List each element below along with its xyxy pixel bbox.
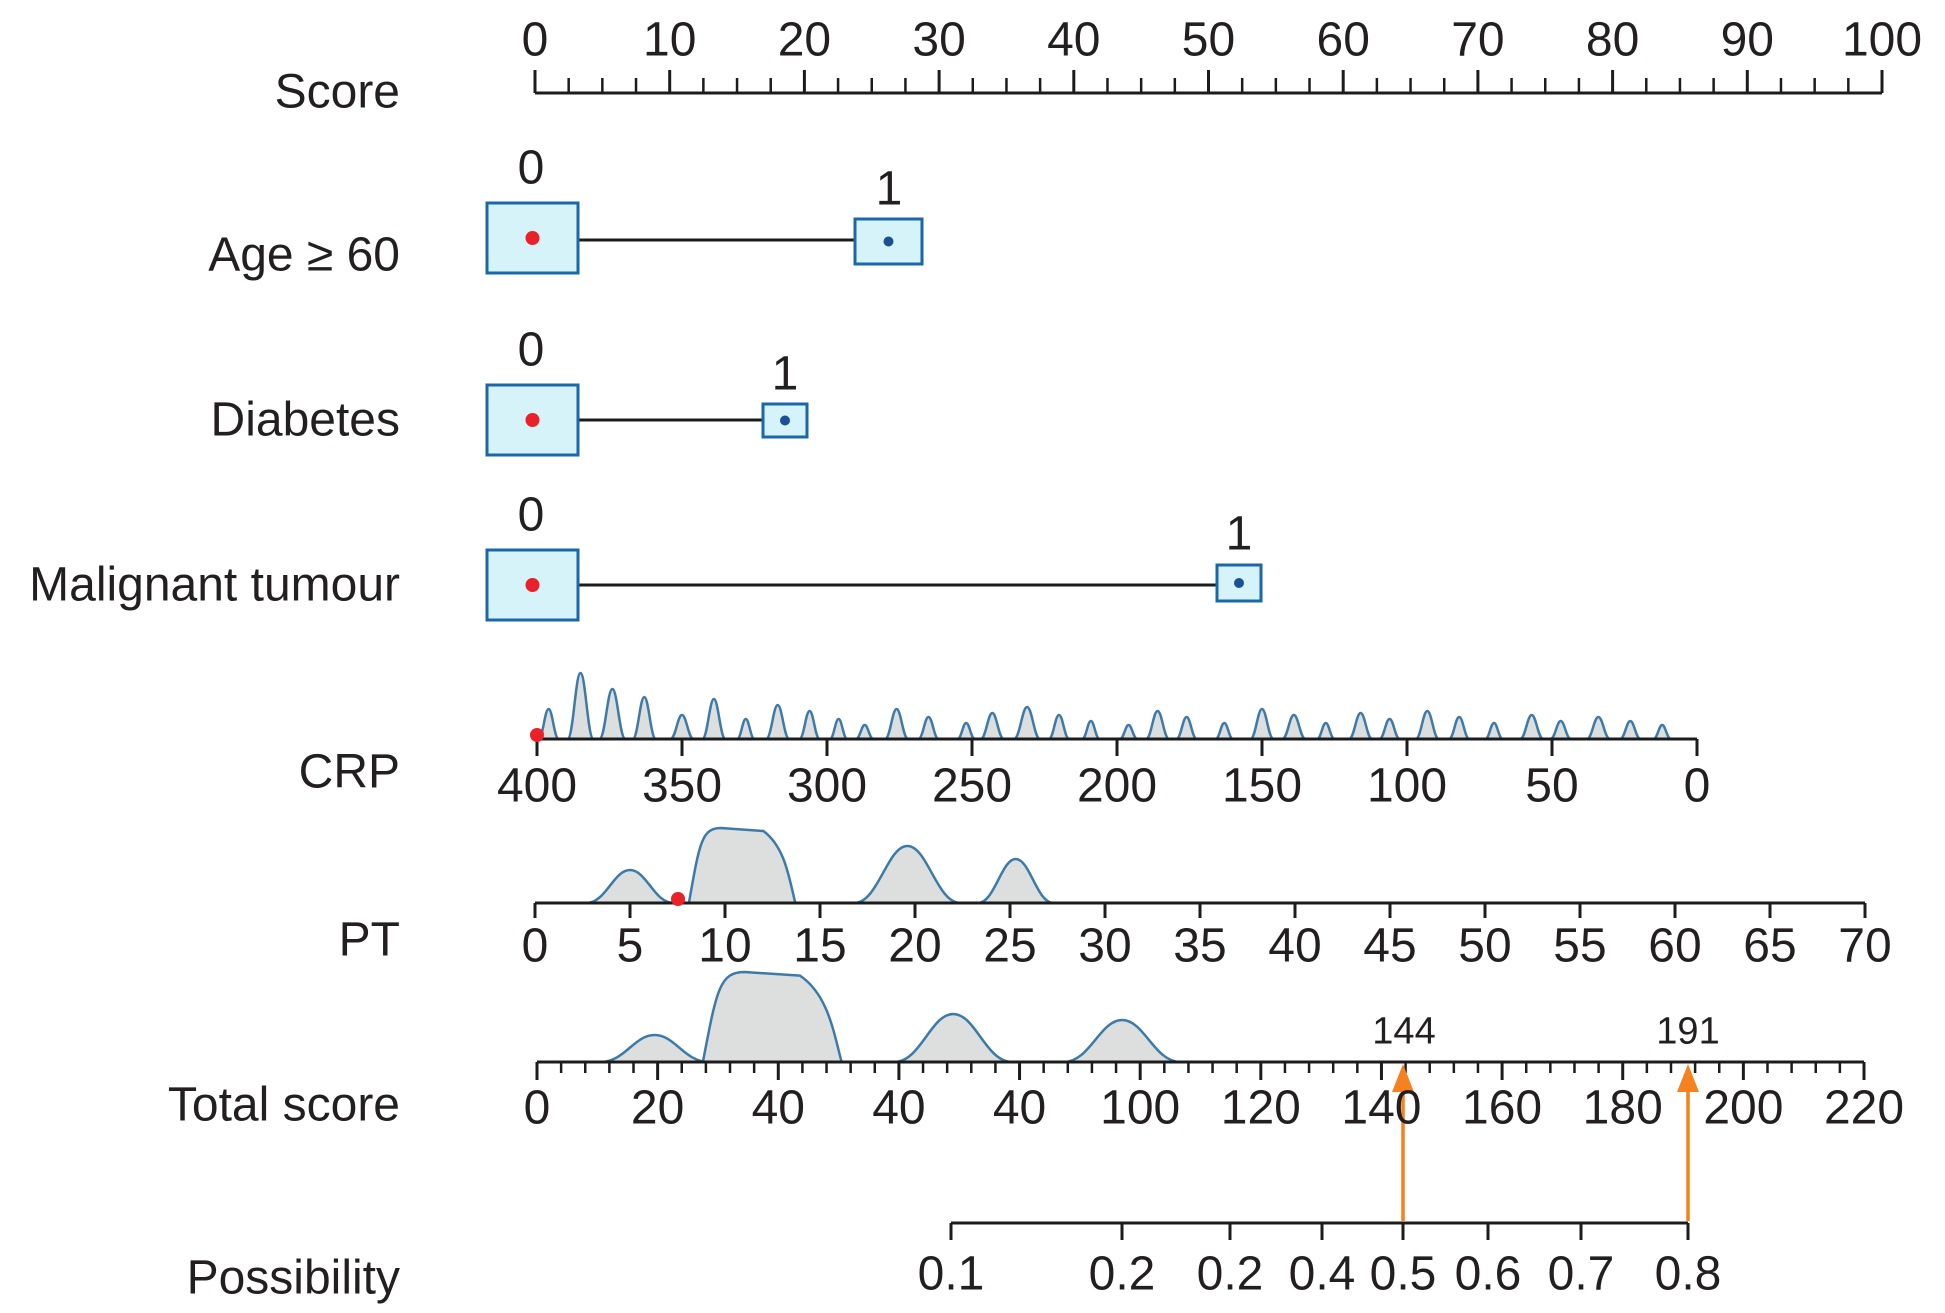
annotation-total-144: 144 [1372, 1010, 1436, 1053]
axis-total-tick-label: 100 [1100, 1081, 1181, 1135]
axis-pt-tick-label: 50 [1458, 919, 1512, 973]
axis-pt-tick-label: 10 [698, 919, 752, 973]
axis-total-tick-label: 40 [872, 1081, 926, 1135]
axis-crp-tick-label: 200 [1076, 759, 1158, 813]
axis-total-tick-label: 40 [992, 1081, 1047, 1135]
axis-pt-tick-label: 70 [1838, 919, 1892, 973]
red-marker-dot [530, 728, 544, 742]
malignant-blue-dot [1234, 578, 1244, 588]
axis-pt-tick-label: 25 [983, 919, 1037, 973]
axis-crp-tick-label: 100 [1366, 759, 1448, 813]
axis-total-tick-label: 220 [1823, 1081, 1905, 1135]
density-pt [535, 826, 1865, 905]
row-label-age: Age ≥ 60 [208, 228, 400, 282]
diabetes-level-1-label: 1 [771, 347, 799, 401]
axis-score-tick-label: 80 [1585, 13, 1640, 67]
axis-crp-tick-label: 50 [1525, 759, 1579, 813]
age-level-1-label: 1 [875, 162, 903, 216]
axis-crp-tick-label: 300 [786, 759, 868, 813]
axis-pt-tick-label: 35 [1173, 919, 1227, 973]
axis-pt-tick-label: 20 [888, 919, 942, 973]
axis-pt-tick-label: 60 [1648, 919, 1702, 973]
row-label-score: Score [274, 65, 400, 119]
axis-possibility-tick-label: 0.2 [1196, 1247, 1264, 1301]
axis-pt-tick-label: 55 [1553, 919, 1607, 973]
axis-pt-tick-label: 15 [793, 919, 847, 973]
axis-score-tick-label: 30 [912, 13, 966, 67]
axis-crp-tick-label: 400 [496, 759, 578, 813]
axis-total-tick-label: 120 [1220, 1081, 1301, 1135]
axis-total-tick-label: 0 [523, 1081, 551, 1135]
age-blue-dot [883, 236, 894, 247]
age-box-1 [853, 217, 924, 266]
row-label-pt: PT [338, 913, 400, 967]
malignant-level-1-label: 1 [1225, 507, 1253, 561]
annotation-total-191: 191 [1656, 1010, 1720, 1053]
axis-possibility-tick-label: 0.6 [1454, 1247, 1522, 1301]
axis-score-tick-label: 0 [521, 13, 549, 67]
axis-total-tick-label: 140 [1341, 1081, 1422, 1135]
diabetes-level-0-label: 0 [517, 323, 545, 377]
axis-possibility-tick-label: 0.4 [1288, 1247, 1356, 1301]
axis-pt-tick-label: 0 [521, 919, 549, 973]
row-label-diabetes: Diabetes [210, 393, 400, 447]
axis-possibility-tick-label: 0.2 [1088, 1247, 1156, 1301]
axis-score-tick-label: 60 [1316, 13, 1370, 67]
malignant-box-0 [485, 548, 580, 622]
axis-score-tick-label: 40 [1047, 13, 1101, 67]
diabetes-blue-dot [780, 415, 790, 426]
axis-score-tick-label: 90 [1720, 13, 1774, 67]
arrow-up-icon [1677, 1064, 1699, 1092]
axis-possibility-tick-label: 0.8 [1654, 1247, 1722, 1301]
axis-score-tick-label: 100 [1841, 13, 1923, 67]
malignant-level-0-label: 0 [517, 488, 545, 542]
arrow-up-icon [1392, 1064, 1414, 1092]
row-label-crp: CRP [298, 745, 400, 799]
row-label-total-score: Total score [167, 1078, 400, 1132]
density-crp [537, 671, 1697, 741]
axis-score-tick-label: 50 [1181, 13, 1236, 67]
axis-pt-tick-label: 45 [1363, 919, 1417, 973]
axis-score-tick-label: 70 [1451, 13, 1505, 67]
axis-total-tick-label: 180 [1582, 1081, 1663, 1135]
row-label-malignant: Malignant tumour [29, 558, 400, 612]
axis-crp-tick-label: 150 [1221, 759, 1303, 813]
axis-pt-tick-label: 5 [616, 919, 644, 973]
age-level-0-label: 0 [517, 141, 545, 195]
diabetes-red-dot [525, 413, 540, 427]
axis-total-tick-label: 200 [1703, 1081, 1784, 1135]
axis-score-tick-label: 10 [642, 13, 697, 67]
axis-crp-tick-label: 250 [931, 759, 1013, 813]
red-marker-dot [671, 892, 685, 906]
malignant-red-dot [525, 578, 540, 592]
axis-possibility-tick-label: 0.7 [1547, 1247, 1615, 1301]
axis-possibility-tick-label: 0.5 [1369, 1247, 1437, 1301]
axis-total-tick-label: 160 [1462, 1081, 1543, 1135]
axis-pt-tick-label: 40 [1268, 919, 1322, 973]
axis-total-tick-label: 20 [630, 1081, 685, 1135]
age-red-dot [525, 231, 540, 245]
axis-crp-tick-label: 350 [641, 759, 723, 813]
axis-pt-tick-label: 65 [1743, 919, 1797, 973]
axis-total-tick-label: 40 [751, 1081, 805, 1135]
axis-crp-tick-label: 0 [1683, 759, 1711, 813]
row-label-possibility: Possibility [186, 1251, 400, 1305]
axis-score-tick-label: 20 [777, 13, 832, 67]
axis-pt-tick-label: 30 [1078, 919, 1132, 973]
axis-possibility-tick-label: 0.1 [917, 1247, 985, 1301]
